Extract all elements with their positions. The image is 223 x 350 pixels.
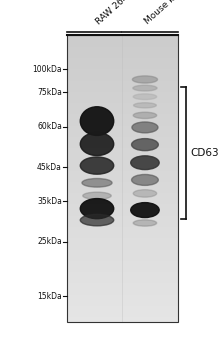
Text: 60kDa: 60kDa bbox=[37, 122, 62, 131]
Text: 25kDa: 25kDa bbox=[37, 237, 62, 246]
Ellipse shape bbox=[80, 107, 114, 135]
Ellipse shape bbox=[133, 112, 157, 119]
Text: 45kDa: 45kDa bbox=[37, 162, 62, 172]
Ellipse shape bbox=[83, 192, 111, 199]
Ellipse shape bbox=[134, 103, 156, 108]
Ellipse shape bbox=[133, 220, 157, 226]
Text: 15kDa: 15kDa bbox=[37, 292, 62, 301]
Ellipse shape bbox=[133, 190, 157, 197]
Ellipse shape bbox=[132, 122, 158, 133]
Text: 35kDa: 35kDa bbox=[37, 197, 62, 206]
Ellipse shape bbox=[132, 139, 158, 150]
Ellipse shape bbox=[80, 198, 114, 219]
Text: 75kDa: 75kDa bbox=[37, 88, 62, 97]
Text: CD63: CD63 bbox=[190, 148, 219, 158]
Ellipse shape bbox=[131, 156, 159, 170]
Ellipse shape bbox=[132, 76, 157, 83]
Bar bbox=[67, 35, 178, 322]
Ellipse shape bbox=[133, 85, 157, 91]
Ellipse shape bbox=[80, 133, 114, 155]
Ellipse shape bbox=[131, 203, 159, 218]
Ellipse shape bbox=[80, 157, 114, 174]
Ellipse shape bbox=[133, 94, 157, 100]
Ellipse shape bbox=[80, 214, 114, 226]
Text: RAW 264.7: RAW 264.7 bbox=[95, 0, 137, 26]
Text: 100kDa: 100kDa bbox=[32, 65, 62, 74]
Ellipse shape bbox=[82, 178, 112, 187]
Ellipse shape bbox=[132, 175, 158, 186]
Text: Mouse kidney: Mouse kidney bbox=[143, 0, 195, 26]
